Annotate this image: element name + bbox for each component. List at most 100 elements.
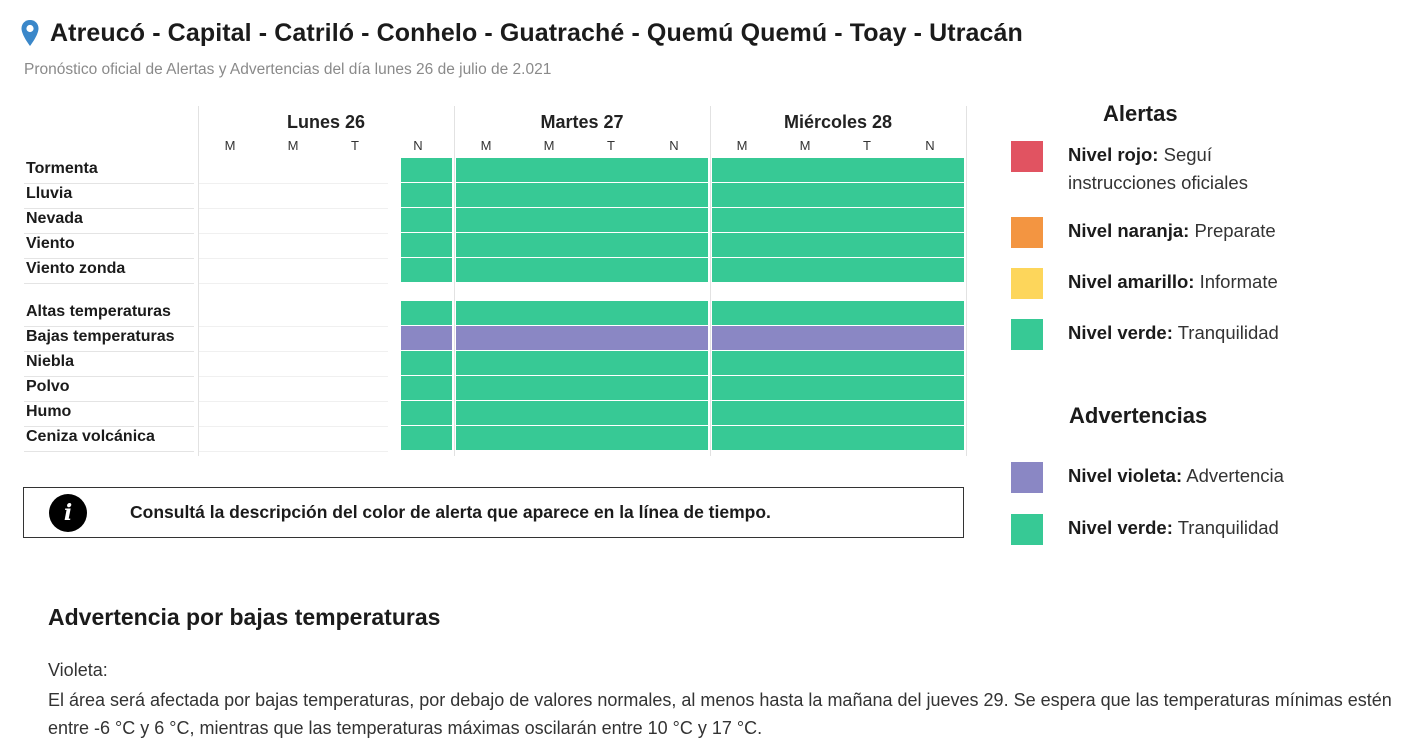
page-title: Atreucó - Capital - Catriló - Conhelo - … (50, 18, 1023, 47)
alert-cell (401, 351, 452, 375)
row-divider (199, 351, 388, 352)
warnings-heading: Advertencias (1069, 403, 1208, 428)
legend-swatch (1011, 462, 1043, 493)
row-label: Ceniza volcánica (26, 428, 155, 445)
day-header: Miércoles 28 (783, 112, 893, 132)
slot-label: M (224, 138, 236, 153)
legend-label: Nivel verde: Tranquilidad (1068, 517, 1279, 538)
alert-cell (712, 351, 964, 375)
alert-cell (712, 158, 964, 182)
alert-cell (401, 301, 452, 325)
legend-swatch (1011, 141, 1043, 172)
alert-cell (401, 426, 452, 450)
row-divider (199, 258, 388, 259)
row-divider (24, 401, 194, 402)
row-divider (24, 183, 194, 184)
day-separator (966, 106, 967, 456)
row-divider (199, 283, 388, 284)
row-divider (24, 426, 194, 427)
row-divider (199, 233, 388, 234)
row-label: Nevada (26, 210, 83, 227)
row-divider (24, 351, 194, 352)
legend-swatch (1011, 268, 1043, 299)
row-divider (199, 376, 388, 377)
alert-cell (401, 208, 452, 232)
day-separator (710, 106, 711, 456)
legend-label: Nivel rojo: Seguí instrucciones oficiale… (1068, 144, 1248, 193)
alert-cell (401, 183, 452, 207)
slot-label: T (351, 138, 359, 153)
row-divider (199, 401, 388, 402)
alert-cell (712, 233, 964, 257)
alert-cell (456, 426, 708, 450)
alert-cell (712, 326, 964, 350)
row-divider (199, 208, 388, 209)
slot-label: M (543, 138, 555, 153)
row-label: Altas temperaturas (26, 303, 171, 320)
alert-cell (401, 158, 452, 182)
alert-cell (456, 233, 708, 257)
alert-timeline: Lunes 26 M M T N Martes 27 M M T N Miércoles 28 M M T… (24, 106, 967, 456)
alert-cell (401, 401, 452, 425)
alert-cell (401, 258, 452, 282)
description-label: Violeta: (48, 660, 108, 680)
alert-cell (456, 326, 708, 350)
legend-label: Nivel amarillo: Informate (1068, 271, 1278, 292)
row-label: Viento zonda (26, 260, 126, 277)
row-divider (24, 283, 194, 284)
legend-swatch (1011, 514, 1043, 545)
alert-cell (456, 208, 708, 232)
slot-label: N (925, 138, 935, 153)
slot-label: M (287, 138, 299, 153)
row-divider (199, 326, 388, 327)
slot-label: T (607, 138, 615, 153)
row-divider (24, 326, 194, 327)
info-icon: i (49, 493, 87, 532)
slot-label: N (669, 138, 679, 153)
row-divider (24, 208, 194, 209)
location-pin-icon (21, 20, 39, 46)
slot-label: T (863, 138, 871, 153)
alert-cell (456, 301, 708, 325)
alert-cell (401, 376, 452, 400)
description-text: El área será afectada por bajas temperat… (48, 690, 1392, 738)
info-box: i Consultá la descripción del color de a… (23, 487, 964, 538)
alert-cell (456, 258, 708, 282)
alert-cell (712, 401, 964, 425)
row-divider (199, 426, 388, 427)
alert-cell (456, 158, 708, 182)
info-text: Consultá la descripción del color de ale… (130, 502, 771, 522)
row-divider (24, 258, 194, 259)
page-header: Atreucó - Capital - Catriló - Conhelo - … (20, 16, 1023, 50)
row-divider (24, 233, 194, 234)
alert-cell (712, 426, 964, 450)
description-title: Advertencia por bajas temperaturas (48, 604, 441, 630)
legend-swatch (1011, 319, 1043, 350)
row-divider (24, 376, 194, 377)
row-label: Lluvia (26, 185, 73, 202)
alert-cell (401, 326, 452, 350)
day-header: Martes 27 (540, 112, 624, 132)
alert-cell (712, 208, 964, 232)
legend-label: Nivel verde: Tranquilidad (1068, 322, 1279, 343)
row-label: Polvo (26, 378, 70, 395)
row-label: Niebla (26, 353, 75, 370)
alert-cell (401, 233, 452, 257)
alert-cell (712, 183, 964, 207)
alert-cell (456, 376, 708, 400)
day-separator (454, 106, 455, 456)
alerts-heading: Alertas (1103, 101, 1178, 126)
legend-label: Nivel violeta: Advertencia (1068, 465, 1284, 486)
row-label: Humo (26, 403, 72, 420)
slot-label: N (413, 138, 423, 153)
slot-label: M (736, 138, 748, 153)
alert-cell (456, 183, 708, 207)
alert-cell (456, 401, 708, 425)
row-divider (199, 183, 388, 184)
page-subtitle: Pronóstico oficial de Alertas y Adverten… (24, 61, 552, 78)
row-label: Viento (26, 235, 75, 252)
row-divider (199, 451, 388, 452)
alert-cell (456, 351, 708, 375)
slot-label: M (799, 138, 811, 153)
day-header: Lunes 26 (286, 112, 366, 132)
